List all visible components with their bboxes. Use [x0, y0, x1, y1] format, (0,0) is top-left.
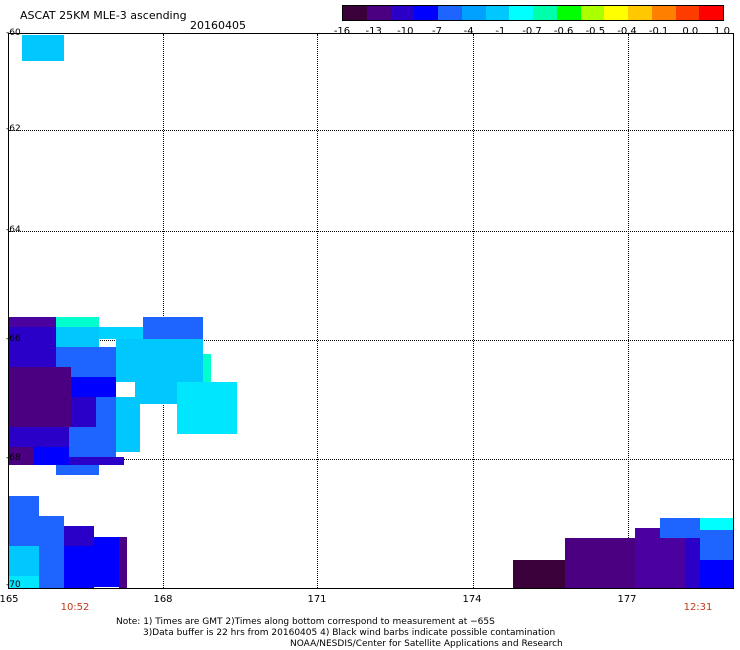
colorbar — [342, 5, 724, 21]
x-tick-label: 177 — [617, 594, 637, 605]
x-tick-label: 168 — [153, 594, 173, 605]
data-cell — [660, 518, 700, 538]
data-cell — [700, 560, 733, 588]
data-cell — [9, 447, 34, 465]
colorbar-label: -16 — [333, 26, 351, 37]
product-title: ASCAT 25KM MLE-3 ascending — [20, 9, 187, 22]
data-cell — [69, 457, 124, 465]
data-cell — [685, 538, 700, 588]
colorbar-label: -0.1 — [648, 26, 669, 37]
y-tick-label: -64 — [6, 225, 21, 235]
grid-line-lat-64 — [9, 231, 733, 232]
data-cell — [143, 317, 203, 343]
colorbar-segment — [699, 6, 723, 20]
data-cell — [99, 327, 143, 339]
data-cell — [203, 354, 211, 382]
time-label-start: 10:52 — [60, 602, 90, 613]
data-cell — [71, 397, 96, 432]
colorbar-segment — [343, 6, 367, 20]
x-tick-label: 171 — [307, 594, 327, 605]
colorbar-label: -0.7 — [522, 26, 542, 37]
map-plot-area — [8, 33, 734, 589]
data-cell — [64, 546, 94, 588]
x-tick-label: 165 — [0, 594, 19, 605]
colorbar-segment — [628, 6, 652, 20]
colorbar-label: 0.0 — [682, 26, 699, 37]
colorbar-label: -1 — [495, 26, 506, 37]
time-label-end: 12:31 — [683, 602, 713, 613]
data-cell — [56, 327, 99, 347]
data-cell — [39, 546, 64, 588]
colorbar-label: -7 — [432, 26, 442, 37]
data-cell — [565, 538, 635, 588]
colorbar-segment — [675, 6, 700, 20]
product-date: 20160405 — [190, 19, 246, 32]
data-cell — [9, 516, 64, 546]
data-cell — [635, 528, 685, 588]
data-cell — [56, 465, 99, 475]
y-tick-label: -68 — [6, 453, 21, 463]
data-cell — [177, 382, 237, 434]
colorbar-labels: -16 -13 -10 -7 -4 -1 -0.7 -0.6 -0.5 -0.4 -0.1 0.0 1.… — [330, 26, 735, 40]
data-cell — [9, 576, 39, 588]
data-cell — [64, 526, 94, 546]
y-tick-label: -70 — [6, 580, 21, 590]
colorbar-segment — [390, 6, 415, 20]
data-cell — [96, 397, 116, 427]
colorbar-segment — [556, 6, 581, 20]
colorbar-label: -4 — [463, 26, 474, 37]
note-line-1: Note: 1) Times are GMT 2)Times along bot… — [116, 617, 495, 627]
colorbar-label: -0.6 — [553, 26, 574, 37]
colorbar-label: -13 — [365, 26, 382, 37]
data-cell — [9, 546, 39, 576]
data-cell — [513, 560, 568, 588]
x-tick-label: 174 — [462, 594, 482, 605]
y-tick-label: -62 — [6, 124, 21, 134]
colorbar-label: -10 — [397, 26, 414, 37]
colorbar-segment — [533, 6, 557, 20]
data-cell — [9, 427, 69, 447]
data-cell — [34, 447, 69, 465]
colorbar-segment — [485, 6, 510, 20]
colorbar-segment — [461, 6, 486, 20]
grid-line-lon-174 — [473, 34, 474, 588]
colorbar-segment — [651, 6, 676, 20]
data-cell — [9, 327, 56, 367]
colorbar-label: -0.4 — [617, 26, 637, 37]
grid-line-lon-171 — [317, 34, 318, 588]
data-cell — [71, 377, 116, 397]
data-cell — [116, 397, 140, 452]
data-cell — [700, 530, 733, 560]
data-cell — [56, 317, 99, 327]
data-cell — [22, 35, 64, 61]
data-cell — [116, 339, 203, 382]
grid-line-lat-68 — [9, 459, 733, 460]
colorbar-segment — [509, 6, 533, 20]
data-cell — [9, 367, 71, 427]
note-credit: NOAA/NESDIS/Center for Satellite Applica… — [290, 639, 563, 649]
y-tick-label: -66 — [6, 334, 21, 344]
data-cell — [9, 496, 39, 516]
grid-line-lat-62 — [9, 130, 733, 131]
colorbar-segment — [604, 6, 628, 20]
data-cell — [9, 317, 56, 327]
data-cell — [700, 518, 733, 530]
y-tick-label: -60 — [6, 28, 21, 38]
grid-line-lat-66 — [9, 340, 733, 341]
colorbar-label: -0.5 — [585, 26, 606, 37]
colorbar-segment — [366, 6, 391, 20]
colorbar-segment — [438, 6, 462, 20]
grid-line-lon-177 — [628, 34, 629, 588]
note-line-2: 3)Data buffer is 22 hrs from 20160405 4)… — [143, 628, 556, 638]
data-cell — [135, 382, 177, 404]
colorbar-segment — [414, 6, 438, 20]
colorbar-label: 1.0 — [714, 26, 730, 37]
colorbar-segment — [580, 6, 605, 20]
data-cell — [69, 427, 116, 457]
grid-line-lon-168 — [163, 34, 164, 588]
data-cell — [119, 537, 127, 588]
